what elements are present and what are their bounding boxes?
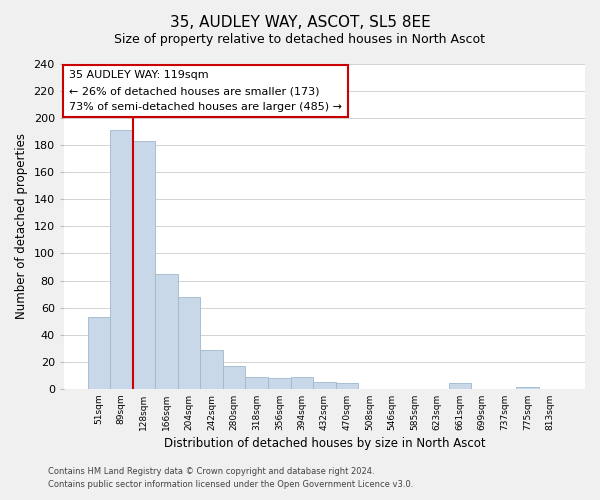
Bar	[178, 297, 200, 389]
Bar	[449, 384, 471, 389]
Bar	[245, 376, 268, 389]
Bar	[133, 141, 155, 389]
Bar	[110, 130, 133, 389]
Text: 35 AUDLEY WAY: 119sqm
← 26% of detached houses are smaller (173)
73% of semi-det: 35 AUDLEY WAY: 119sqm ← 26% of detached …	[69, 70, 342, 112]
Bar	[268, 378, 290, 389]
Bar	[335, 384, 358, 389]
X-axis label: Distribution of detached houses by size in North Ascot: Distribution of detached houses by size …	[164, 437, 485, 450]
Bar	[313, 382, 335, 389]
Text: Contains HM Land Registry data © Crown copyright and database right 2024.
Contai: Contains HM Land Registry data © Crown c…	[48, 468, 413, 489]
Bar	[223, 366, 245, 389]
Bar	[290, 376, 313, 389]
Text: 35, AUDLEY WAY, ASCOT, SL5 8EE: 35, AUDLEY WAY, ASCOT, SL5 8EE	[170, 15, 430, 30]
Bar	[200, 350, 223, 389]
Bar	[88, 317, 110, 389]
Bar	[516, 388, 539, 389]
Bar	[155, 274, 178, 389]
Y-axis label: Number of detached properties: Number of detached properties	[15, 134, 28, 320]
Text: Size of property relative to detached houses in North Ascot: Size of property relative to detached ho…	[115, 32, 485, 46]
